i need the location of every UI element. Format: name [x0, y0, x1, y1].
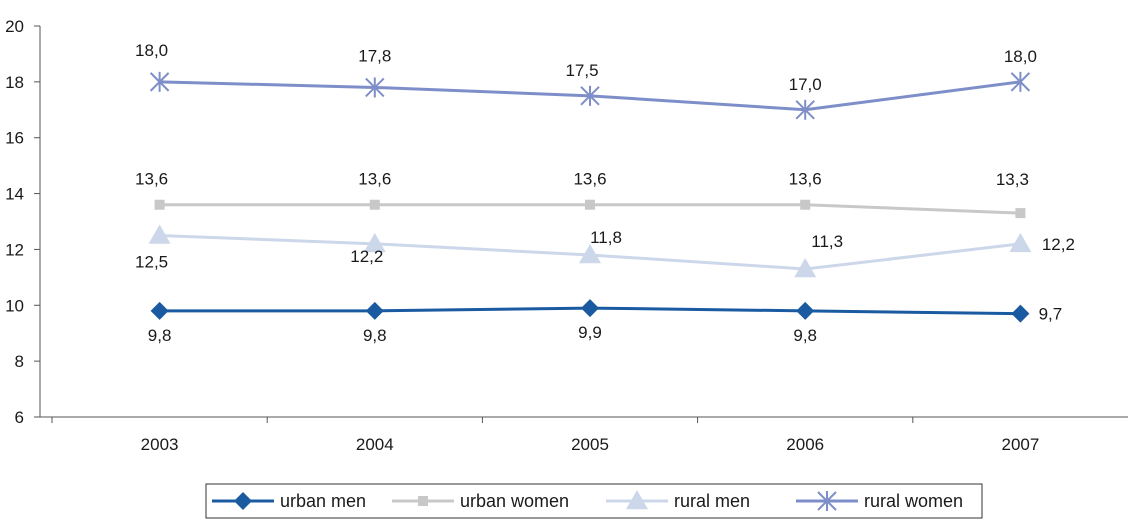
data-label: 12,2 [350, 247, 383, 266]
data-point-triangle [1009, 232, 1032, 253]
x-tick-label: 2003 [141, 435, 179, 454]
data-label: 18,0 [135, 41, 168, 60]
legend-label: urban women [460, 491, 569, 511]
data-label: 11,8 [590, 228, 622, 247]
series-layer [148, 71, 1032, 323]
data-point-asterisk [817, 491, 837, 511]
data-point-asterisk [365, 77, 385, 98]
legend-label: rural women [864, 491, 963, 511]
data-point-triangle [794, 257, 817, 278]
y-tick-label: 18 [5, 73, 24, 92]
data-labels: 9,8 9,8 9,9 9,8 9,7 13,6 13,6 13,6 13,6 13,3 12,5 1… [135, 41, 1075, 345]
data-label: 13,6 [789, 170, 822, 189]
data-point-diamond [365, 301, 384, 320]
y-tick-label: 14 [5, 185, 24, 204]
y-tick-label: 12 [5, 240, 24, 259]
series-rural-men [148, 224, 1032, 278]
data-label: 9,8 [148, 326, 172, 345]
y-tick-label: 10 [5, 296, 24, 315]
legend: urban men urban women rural men rural women [205, 483, 983, 519]
y-tick-label: 16 [5, 129, 24, 148]
data-label: 13,6 [573, 170, 606, 189]
data-point-asterisk [149, 71, 170, 92]
data-point-square [418, 496, 428, 506]
data-point-asterisk [580, 85, 600, 106]
data-point-diamond [796, 301, 815, 320]
data-point-square [800, 199, 811, 210]
y-tick-label: 6 [15, 408, 24, 427]
axes: 6 8 10 12 14 16 18 20 2003 2004 2005 2006 2007 [5, 17, 1128, 454]
data-label: 9,9 [578, 323, 602, 342]
data-point-square [369, 199, 380, 210]
data-point-triangle [363, 232, 386, 253]
x-tick-label: 2006 [786, 435, 824, 454]
data-label: 11,3 [811, 232, 843, 251]
data-label: 9,8 [363, 326, 387, 345]
x-tick-label: 2007 [1001, 435, 1039, 454]
data-point-triangle [148, 224, 171, 244]
data-label: 18,0 [1004, 47, 1037, 66]
data-point-asterisk [795, 99, 815, 120]
data-point-square [1015, 208, 1026, 219]
legend-item-urban-women: urban women [392, 491, 569, 511]
data-label: 9,7 [1039, 305, 1063, 324]
data-label: 12,5 [135, 252, 168, 271]
data-point-diamond [581, 299, 599, 318]
legend-item-rural-women: rural women [796, 491, 963, 511]
legend-label: rural men [674, 491, 750, 511]
data-label: 17,8 [358, 46, 391, 65]
data-point-square [585, 199, 595, 210]
series-urban-women [154, 199, 1026, 219]
data-point-diamond [1011, 304, 1030, 323]
data-label: 17,5 [565, 61, 598, 80]
data-point-diamond [234, 492, 252, 510]
y-tick-label: 20 [5, 17, 24, 36]
x-tick-label: 2004 [356, 435, 394, 454]
data-point-triangle [579, 244, 601, 264]
data-point-asterisk [1010, 71, 1031, 92]
data-label: 9,8 [793, 326, 817, 345]
data-point-square [154, 199, 165, 210]
data-label: 13,6 [135, 170, 168, 189]
data-label: 13,6 [358, 170, 391, 189]
data-label: 17,0 [789, 75, 822, 94]
series-rural-women [149, 71, 1031, 120]
legend-item-rural-men: rural men [606, 490, 750, 511]
data-label: 12,2 [1042, 235, 1075, 254]
data-point-triangle [626, 490, 648, 510]
data-point-diamond [150, 301, 169, 320]
data-label: 13,3 [996, 170, 1029, 189]
legend-label: urban men [280, 491, 366, 511]
x-tick-label: 2005 [571, 435, 609, 454]
legend-item-urban-men: urban men [212, 491, 366, 511]
y-tick-label: 8 [15, 352, 24, 371]
series-urban-men [150, 299, 1030, 323]
